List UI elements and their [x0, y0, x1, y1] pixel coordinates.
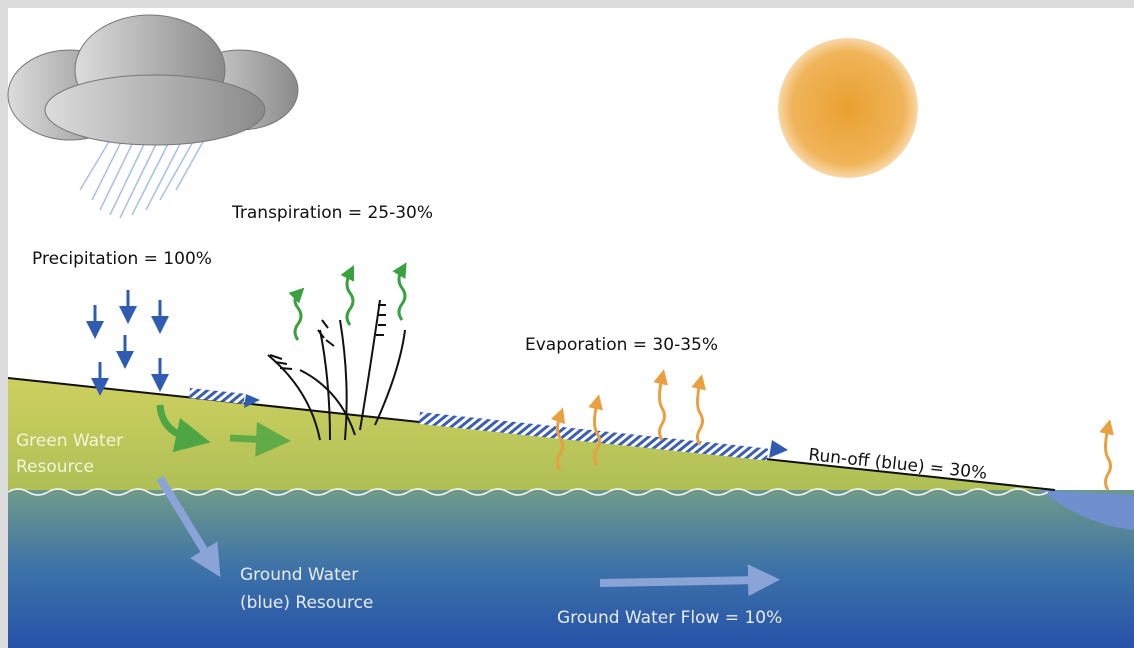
- transpiration-arrows: [288, 262, 407, 341]
- plants: [267, 299, 406, 441]
- green-water-label: Green Water: [16, 431, 123, 451]
- ground-flow-arrow: [599, 564, 780, 597]
- sun: [778, 38, 918, 178]
- ground-water-label: Ground Water: [240, 565, 358, 585]
- rain: [79, 139, 205, 219]
- transpiration-label: Transpiration = 25-30%: [231, 203, 433, 223]
- cloud: [7, 14, 299, 146]
- ground-water-label: (blue) Resource: [240, 593, 373, 613]
- infiltration-arrow: [229, 421, 291, 457]
- pond: [1040, 490, 1134, 530]
- runoff-arrowhead: [244, 394, 260, 408]
- ground-water-flow-label: Ground Water Flow = 10%: [557, 608, 782, 628]
- evaporation-label: Evaporation = 30-35%: [525, 335, 718, 355]
- runoff-arrowhead: [769, 440, 788, 458]
- runoff-arrow: [418, 412, 769, 461]
- water-table: [7, 488, 1049, 496]
- infiltration-arrow: [156, 404, 211, 453]
- evaporation-arrows: [550, 369, 1114, 491]
- precipitation-label: Precipitation = 100%: [32, 249, 212, 269]
- runoff-arrow: [188, 387, 245, 404]
- percolation-arrow: [156, 475, 221, 578]
- green-water-label: Resource: [16, 457, 94, 477]
- precipitation-arrows: [86, 290, 169, 396]
